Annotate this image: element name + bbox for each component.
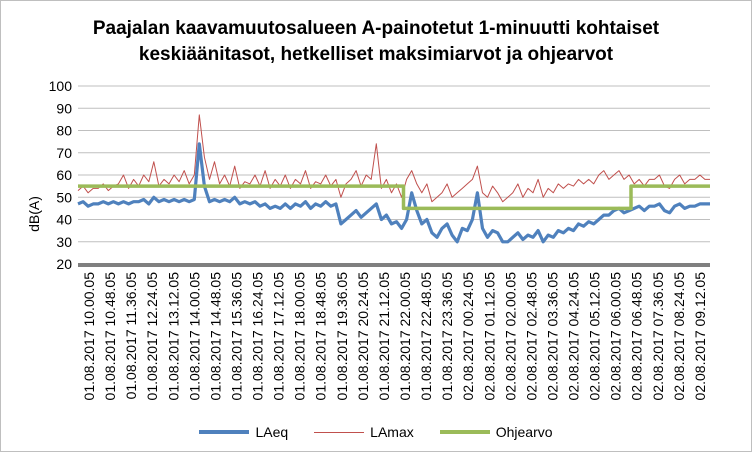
x-tick-label: 01.08.2017 12.24.05 — [144, 272, 160, 401]
legend-item-laeq: LAeq — [199, 424, 288, 440]
y-tick-label: 90 — [56, 100, 72, 116]
x-tick-label: 02.08.2017 06.48.05 — [629, 272, 645, 401]
x-tick-label: 01.08.2017 10.00.05 — [81, 272, 97, 401]
x-tick-label: 02.08.2017 06.00.05 — [608, 272, 624, 401]
legend-label: Ohjearvo — [495, 424, 553, 440]
x-tick-label: 02.08.2017 00.24.05 — [460, 272, 476, 401]
x-tick-label: 02.08.2017 07.36.05 — [650, 272, 666, 401]
x-tick-label: 01.08.2017 16.24.05 — [250, 272, 266, 401]
y-tick-label: 20 — [56, 256, 72, 272]
x-tick-label: 01.08.2017 10.48.05 — [102, 272, 118, 401]
y-tick-label: 40 — [56, 212, 72, 228]
y-tick-label: 60 — [56, 167, 72, 183]
x-tick-label: 01.08.2017 13.12.05 — [165, 272, 181, 401]
x-tick-label: 01.08.2017 18.48.05 — [313, 272, 329, 401]
x-tick-label: 01.08.2017 11.36.05 — [123, 272, 139, 400]
x-tick-label: 02.08.2017 05.12.05 — [587, 272, 603, 401]
y-tick-label: 70 — [56, 145, 72, 161]
legend-item-lamax: LAmax — [314, 424, 414, 440]
y-tick-label: 80 — [56, 123, 72, 139]
series-line-ohjearvo — [78, 184, 710, 211]
y-tick-label: 50 — [56, 189, 72, 205]
x-tick-label: 01.08.2017 22.00.05 — [397, 272, 413, 401]
chart-title: Paajalan kaavamuutosalueen A-painotetut … — [0, 16, 752, 68]
legend-label: LAeq — [255, 424, 289, 440]
x-tick-label: 01.08.2017 14.00.05 — [186, 272, 202, 401]
y-axis-ticks: 20 30 40 50 60 70 80 90 100 — [49, 78, 73, 272]
legend-item-ohjearvo: Ohjearvo — [439, 424, 553, 440]
series-line-lamax — [77, 114, 710, 203]
x-tick-label: 01.08.2017 21.12.05 — [376, 272, 392, 401]
series-layer — [77, 114, 710, 244]
x-axis-line — [78, 263, 710, 267]
x-tick-label: 02.08.2017 03.36.05 — [545, 272, 561, 401]
x-tick-label: 01.08.2017 18.00.05 — [292, 272, 308, 401]
x-tick-label: 02.08.2017 08.24.05 — [671, 272, 687, 401]
x-tick-label: 01.08.2017 23.36.05 — [439, 272, 455, 401]
chart-title-line-1: Paajalan kaavamuutosalueen A-painotetut … — [92, 18, 660, 39]
legend-swatch — [439, 430, 490, 434]
chart-title-line-2: keskiäänitasot, hetkelliset maksimiarvot… — [138, 44, 614, 65]
x-tick-label: 02.08.2017 04.24.05 — [566, 272, 582, 401]
x-tick-label: 02.08.2017 02.00.05 — [502, 272, 518, 401]
x-tick-label: 02.08.2017 02.48.05 — [523, 272, 539, 401]
series-line-laeq — [77, 142, 710, 244]
legend-swatch — [199, 430, 250, 434]
x-tick-label: 01.08.2017 20.24.05 — [355, 272, 371, 401]
x-tick-label: 02.08.2017 01.12.05 — [481, 272, 497, 401]
x-tick-label: 01.08.2017 15.36.05 — [229, 272, 245, 401]
x-axis-ticks: 01.08.2017 10.00.05 01.08.2017 10.48.05 01… — [81, 272, 708, 401]
y-axis-label: dB(A) — [26, 196, 42, 232]
y-tick-label: 100 — [49, 78, 73, 94]
legend-swatch — [314, 431, 365, 433]
x-tick-label: 01.08.2017 19.36.05 — [334, 272, 350, 401]
x-tick-label: 02.08.2017 09.12.05 — [692, 272, 708, 401]
y-tick-label: 30 — [56, 234, 72, 250]
gridlines — [78, 85, 710, 265]
x-tick-label: 01.08.2017 14.48.05 — [207, 272, 223, 401]
legend: LAeq LAmax Ohjearvo — [0, 424, 752, 440]
x-tick-label: 01.08.2017 17.12.05 — [271, 272, 287, 401]
legend-label: LAmax — [370, 424, 414, 440]
x-tick-label: 01.08.2017 22.48.05 — [418, 272, 434, 401]
